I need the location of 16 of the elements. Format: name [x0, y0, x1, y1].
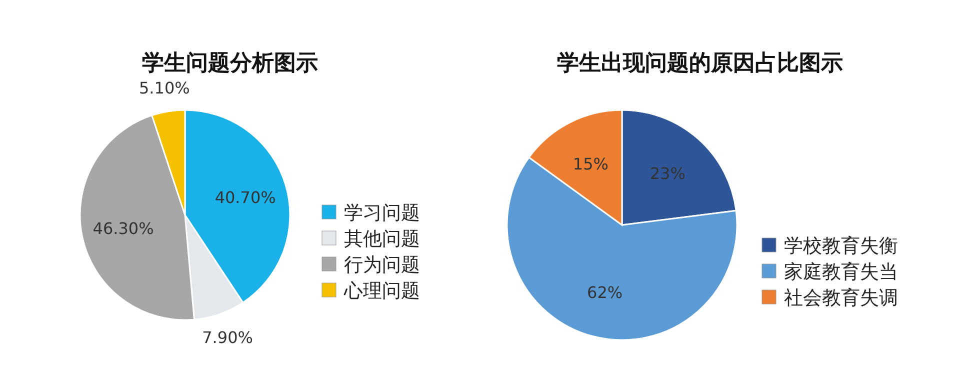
- data-label: 62%: [587, 282, 623, 302]
- legend-label: 学习问题: [344, 202, 420, 224]
- legend-label: 社会教育失调: [784, 287, 898, 309]
- chart-title: 学生出现问题的原因占比图示: [557, 51, 843, 76]
- data-label: 15%: [572, 154, 608, 174]
- data-label: 40.70%: [214, 188, 276, 207]
- legend-label: 其他问题: [344, 228, 420, 250]
- data-label: 7.90%: [202, 328, 253, 347]
- data-label: 5.10%: [139, 78, 190, 98]
- data-label: 46.30%: [92, 218, 154, 238]
- legend-label: 家庭教育失当: [784, 261, 898, 283]
- legend-label: 心理问题: [343, 280, 420, 302]
- data-label: 23%: [650, 164, 686, 184]
- chart-title: 学生问题分析图示: [142, 51, 318, 76]
- legend-label: 学校教育失衡: [784, 235, 898, 257]
- legend-label: 行为问题: [344, 254, 420, 276]
